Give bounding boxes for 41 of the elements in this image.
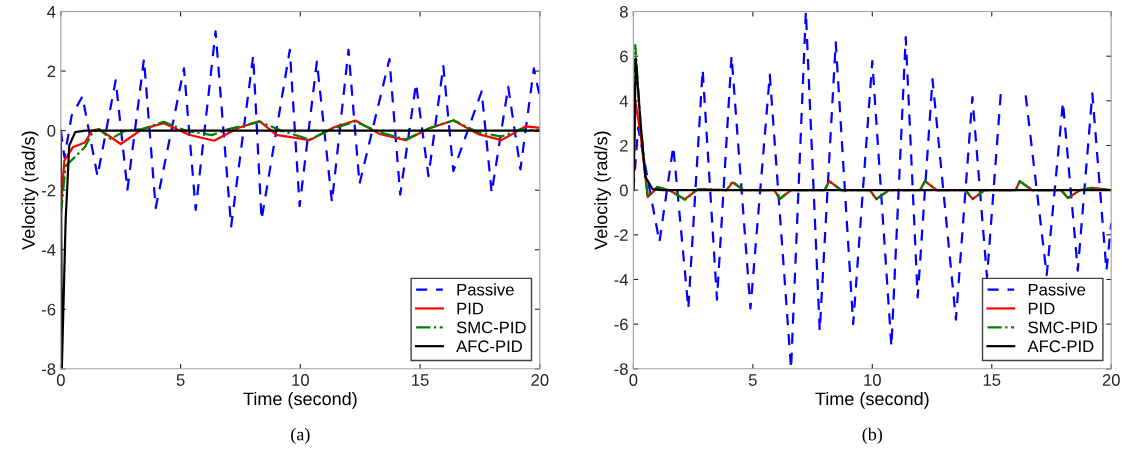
y-tick-label: -2 — [614, 229, 628, 241]
x-tick-label: 5 — [748, 374, 757, 386]
y-tick-label: 6 — [620, 50, 628, 63]
x-tick-label: 0 — [629, 374, 638, 386]
x-tick-label: 0 — [56, 374, 65, 386]
y-axis-title: Velocity (rad/s) — [21, 131, 39, 250]
y-tick-label: -6 — [41, 303, 56, 316]
legend-label: AFC-PID — [456, 340, 522, 353]
y-axis-title: Velocity (rad/s) — [594, 131, 611, 250]
y-tick-label: -8 — [614, 363, 628, 375]
line-series — [60, 30, 540, 228]
x-tick-label: 20 — [531, 374, 549, 386]
x-tick-label: 5 — [176, 374, 185, 386]
y-tick-label: 0 — [619, 184, 628, 197]
y-tick-label: -8 — [41, 363, 56, 375]
y-tick-label: 4 — [619, 95, 629, 107]
y-tick-label: 8 — [619, 5, 628, 18]
legend-label: PID — [1028, 302, 1055, 315]
y-tick-label: -2 — [41, 184, 56, 197]
y-tick-label: 2 — [47, 65, 56, 78]
x-tick-label: 15 — [983, 374, 1001, 386]
y-tick-label: 4 — [47, 6, 56, 18]
x-tick-label: 10 — [864, 374, 881, 386]
legend-label: SMC-PID — [1028, 321, 1098, 334]
x-axis-title: Time (second) — [243, 391, 357, 409]
legend-label: Passive — [457, 283, 514, 296]
text: (b) — [862, 427, 883, 445]
text: (a) — [291, 427, 310, 445]
y-tick-label: -6 — [614, 318, 628, 331]
x-axis-title: Time (second) — [815, 391, 929, 409]
legend-label: PID — [457, 302, 484, 315]
y-tick-label: -4 — [41, 244, 56, 256]
legend-label: Passive — [1028, 283, 1086, 296]
y-tick-label: 2 — [620, 139, 628, 152]
x-tick-label: 10 — [292, 374, 309, 386]
legend-label: AFC-PID — [1027, 340, 1094, 353]
x-tick-label: 20 — [1102, 374, 1120, 386]
x-tick-label: 15 — [412, 374, 429, 386]
legend-label: SMC-PID — [456, 321, 526, 334]
y-tick-label: 0 — [47, 125, 56, 137]
y-tick-label: -4 — [614, 274, 629, 286]
